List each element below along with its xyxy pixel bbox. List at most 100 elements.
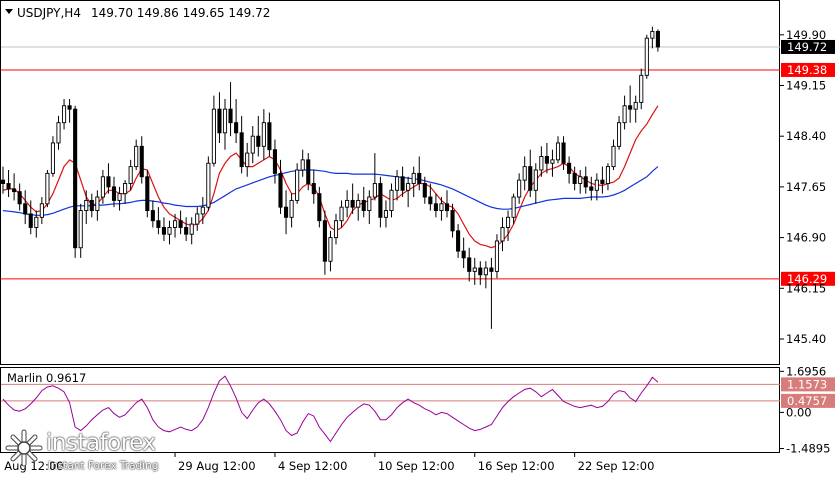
candle-bull	[123, 183, 128, 195]
candle-bear	[361, 199, 366, 212]
indicator-axis: 1.6956 0.00 -1.4895 1.1573 0.4757	[780, 364, 835, 456]
candle-bear	[444, 203, 450, 212]
candle-bull	[117, 193, 122, 201]
candle-bear	[572, 172, 577, 184]
candle-bull	[245, 152, 250, 168]
candle-bear	[234, 122, 239, 134]
indicator-tick-label: 1.6956	[786, 364, 826, 378]
candle-bull	[295, 169, 300, 201]
candle-bull	[622, 105, 627, 124]
logo-tagline: Instant Forex Trading	[48, 460, 159, 472]
candle-bull	[50, 142, 55, 174]
candle-bear	[317, 193, 322, 222]
instaforex-logo-icon	[5, 429, 43, 467]
candle-bear	[12, 188, 17, 193]
candle-bull	[339, 206, 344, 222]
candle-bull	[250, 135, 255, 154]
candle-bear	[156, 220, 161, 228]
candle-bear	[528, 166, 533, 191]
time-tick-label: 16 Sep 12:00	[478, 459, 555, 473]
candle-bear	[489, 267, 494, 272]
candle-bull	[78, 210, 83, 249]
candle-bull	[517, 179, 522, 198]
price-tick-label: 146.90	[786, 231, 826, 245]
candle-bull	[533, 169, 538, 191]
candle-bear	[456, 230, 461, 252]
candle-bull	[550, 159, 555, 164]
candle-bull	[367, 196, 372, 212]
candle-bear	[544, 156, 549, 164]
candle-bear	[150, 210, 155, 222]
candle-bull	[522, 166, 527, 181]
horizontal-levels: 149.38 146.29 149.72	[1, 39, 835, 286]
candle-bear	[284, 206, 289, 218]
slow-ma-line	[2, 166, 659, 216]
candle-bear	[478, 267, 483, 276]
candle-bear	[0, 179, 6, 184]
candle-bull	[39, 203, 44, 218]
indicator-level-tag	[781, 377, 835, 392]
time-axis: 19 Aug 12:00 29 Aug 12:00 4 Sep 12:00 10 Se…	[0, 453, 654, 473]
candle-bear	[73, 108, 78, 249]
price-tick-label: 145.40	[786, 332, 826, 346]
candle-bull	[644, 37, 649, 76]
candle-bull	[95, 196, 100, 212]
candle-bear	[111, 186, 117, 201]
time-tick-label: 22 Sep 12:00	[578, 459, 655, 473]
candle-bull	[578, 176, 583, 184]
price-tick-label: 148.40	[786, 129, 826, 143]
candle-bull	[555, 142, 561, 161]
candle-bull	[128, 166, 133, 184]
symbol-label[interactable]: USDJPY,H4	[17, 6, 81, 20]
candle-bear	[67, 105, 72, 110]
price-tick-label: 149.90	[786, 28, 826, 42]
indicator-level-tag	[781, 393, 835, 408]
candle-bear	[28, 213, 33, 228]
candle-bull	[300, 159, 305, 171]
candle-bull	[206, 162, 211, 208]
indicator-label: Marlin 0.9617	[7, 371, 86, 385]
time-tick-label: 4 Sep 12:00	[278, 459, 347, 473]
candle-bull	[650, 30, 655, 39]
candle-bear	[428, 196, 433, 205]
candle-bear	[467, 257, 472, 272]
candle-bear	[106, 176, 111, 188]
oscillator-line	[2, 375, 659, 443]
candle-bear	[600, 179, 605, 184]
candle-bull	[483, 267, 488, 276]
candle-bull	[439, 203, 444, 212]
candle-bull	[328, 237, 333, 262]
candle-bull	[500, 227, 505, 242]
candle-bear	[567, 162, 572, 174]
candle-bull	[511, 196, 516, 218]
candle-bull	[167, 227, 172, 235]
candle-bear	[267, 122, 272, 151]
candle-bull	[222, 108, 228, 134]
candle-bull	[617, 122, 622, 147]
candle-bear	[23, 203, 28, 215]
candle-bull	[84, 199, 89, 212]
candle-bull	[261, 122, 266, 147]
candle-bull	[395, 176, 400, 191]
symbol-dropdown-icon[interactable]	[5, 9, 13, 14]
candle-bull	[134, 145, 139, 168]
candle-bull	[195, 213, 200, 225]
indicator-plot	[1, 375, 780, 443]
candle-bear	[350, 199, 355, 208]
price-tick-label: 147.65	[786, 180, 826, 194]
level-price-label: 149.38	[787, 63, 827, 77]
candle-bear	[655, 30, 660, 48]
candle-bear	[6, 183, 11, 190]
candle-bull	[356, 199, 361, 208]
candle-bear	[217, 108, 222, 134]
candle-bear	[161, 227, 167, 235]
candle-bull	[189, 223, 194, 235]
candle-bear	[433, 203, 438, 212]
candle-bull	[605, 166, 610, 184]
candle-bear	[417, 172, 422, 184]
current-price-label: 149.72	[787, 40, 827, 54]
candle-bear	[145, 176, 150, 212]
candle-bear	[450, 210, 455, 232]
candle-bear	[139, 145, 144, 178]
candle-bull	[411, 172, 416, 184]
